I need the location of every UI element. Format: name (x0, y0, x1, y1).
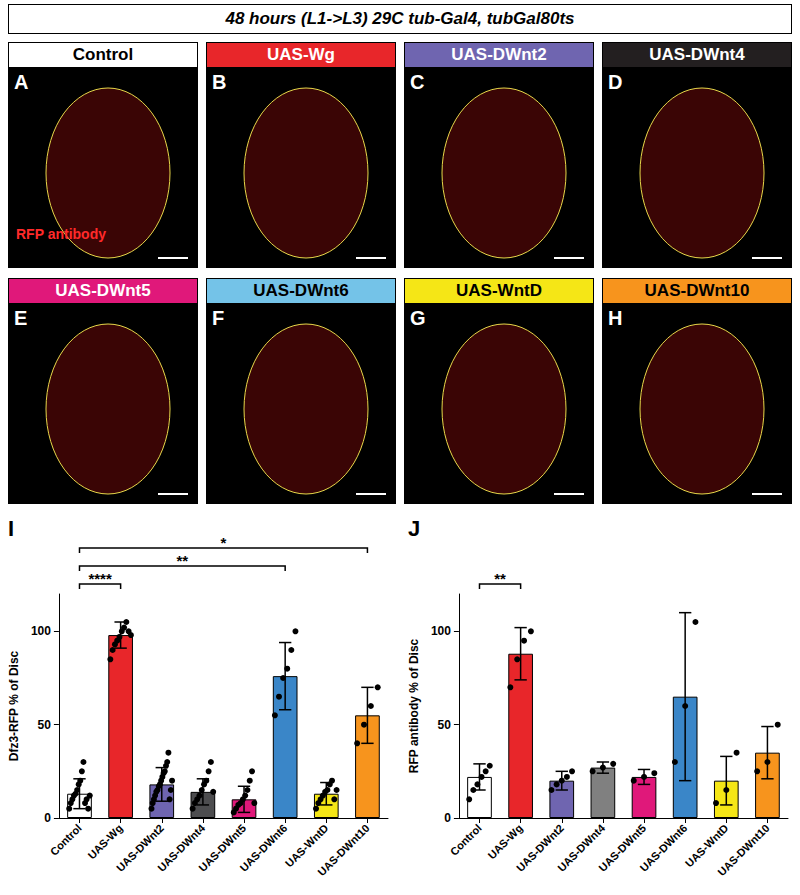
html-text:G: G (410, 307, 426, 329)
svg-text:UAS-DWnt6: UAS-DWnt6 (637, 822, 689, 874)
html-text:UAS-DWnt4: UAS-DWnt4 (649, 45, 745, 64)
html-text:C: C (410, 71, 425, 93)
html-text:D: D (608, 71, 623, 93)
html-text:A: A (14, 71, 29, 93)
html-text:UAS-DWnt5: UAS-DWnt5 (55, 281, 151, 300)
html-text:J: J (408, 516, 421, 541)
svg-text:UAS-DWnt4: UAS-DWnt4 (555, 821, 608, 874)
html-text:UAS-DWnt6: UAS-DWnt6 (253, 281, 349, 300)
html-text:F: F (212, 307, 225, 329)
svg-text:100: 100 (31, 624, 51, 638)
html-text:H: H (608, 307, 623, 329)
html-text:I: I (8, 516, 15, 541)
html-text:RFP antibody: RFP antibody (16, 226, 106, 242)
html-text:UAS-Wg: UAS-Wg (267, 45, 335, 64)
html-text:B: B (212, 71, 227, 93)
svg-text:****: **** (88, 570, 112, 587)
svg-text:**: ** (176, 552, 188, 569)
svg-text:UAS-DWnt5: UAS-DWnt5 (196, 821, 249, 874)
svg-text:0: 0 (44, 811, 51, 825)
html-text:UAS-WntD: UAS-WntD (456, 281, 542, 300)
svg-text:Control: Control (48, 822, 84, 858)
svg-text:UAS-DWnt10: UAS-DWnt10 (715, 822, 771, 878)
svg-text:UAS-DWnt5: UAS-DWnt5 (596, 821, 649, 874)
svg-text:*: * (221, 534, 227, 551)
html-text:E: E (14, 307, 28, 329)
html-text:UAS-DWnt10: UAS-DWnt10 (644, 281, 750, 300)
svg-text:UAS-WntD: UAS-WntD (282, 821, 331, 870)
svg-text:**: ** (494, 570, 506, 587)
svg-text:UAS-DWnt10: UAS-DWnt10 (315, 822, 371, 878)
svg-text:UAS-Wg: UAS-Wg (85, 822, 125, 862)
svg-text:50: 50 (38, 718, 52, 732)
html-text:48 hours (L1->L3) 29C tub-Gal4: 48 hours (L1->L3) 29C tub-Gal4, tubGal80… (225, 9, 575, 28)
svg-text:100: 100 (431, 624, 451, 638)
html-text:Control: Control (72, 45, 134, 64)
svg-text:UAS-DWnt2: UAS-DWnt2 (113, 821, 166, 874)
html-text:UAS-DWnt2: UAS-DWnt2 (451, 45, 547, 64)
svg-text:UAS-Wg: UAS-Wg (485, 822, 525, 862)
svg-text:50: 50 (438, 718, 452, 732)
svg-text:UAS-DWnt4: UAS-DWnt4 (155, 821, 208, 874)
svg-text:UAS-DWnt2: UAS-DWnt2 (513, 821, 566, 874)
svg-text:UAS-WntD: UAS-WntD (682, 821, 731, 870)
svg-text:Dfz3-RFP % of Disc: Dfz3-RFP % of Disc (7, 650, 21, 761)
svg-text:Control: Control (448, 822, 484, 858)
svg-text:UAS-DWnt6: UAS-DWnt6 (237, 822, 289, 874)
svg-text:RFP antibody % of Disc: RFP antibody % of Disc (407, 638, 421, 773)
svg-text:0: 0 (444, 811, 451, 825)
